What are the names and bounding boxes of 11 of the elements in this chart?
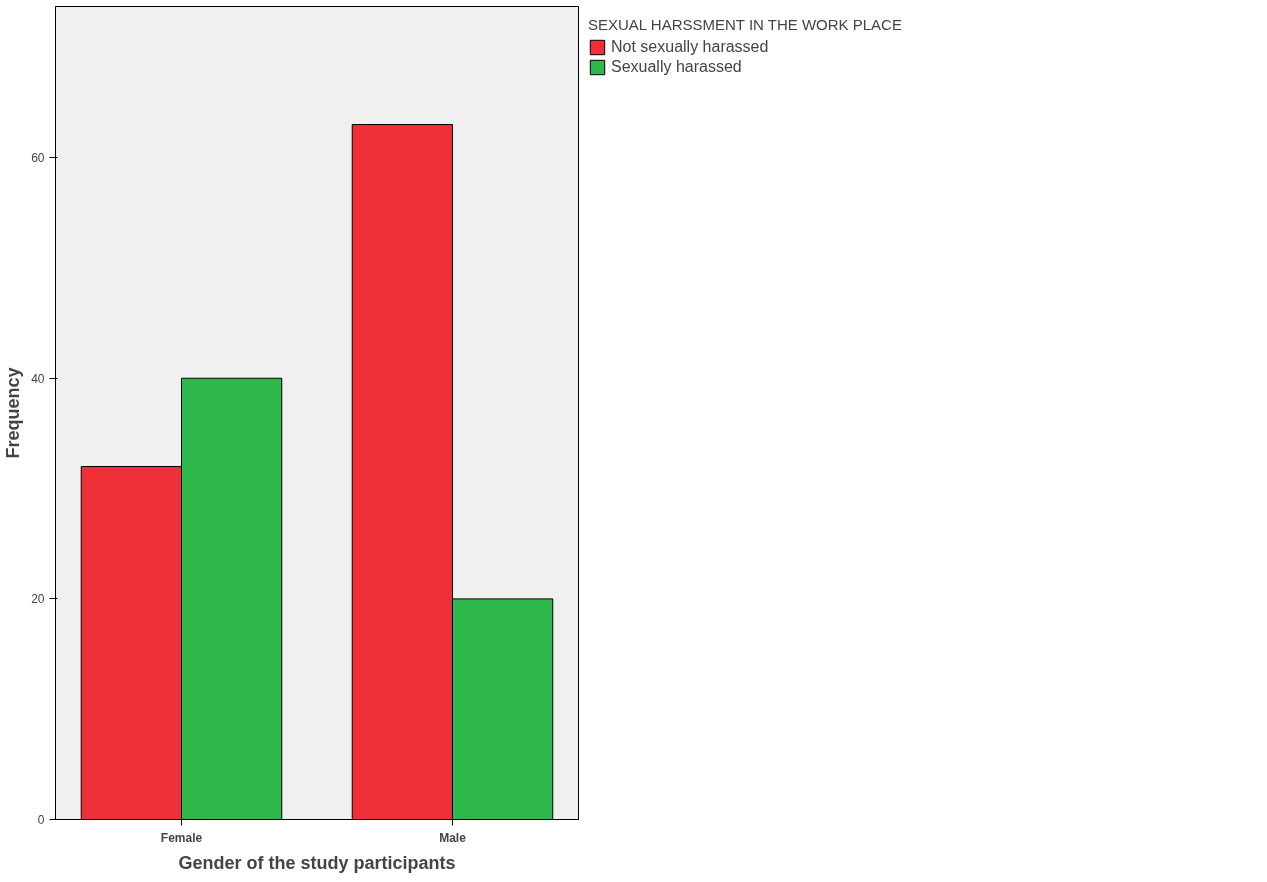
legend-label: Not sexually harassed	[611, 38, 769, 56]
y-tick-label: 60	[31, 151, 45, 166]
y-tick-label: 20	[31, 592, 45, 607]
legend-label: Sexually harassed	[611, 58, 742, 76]
y-tick-label: 0	[37, 813, 45, 827]
legend-title: SEXUAL HARSSMENT IN THE WORK PLACE	[588, 16, 902, 33]
x-tick-label: Female	[160, 830, 203, 845]
y-axis-title: Frequency	[3, 367, 24, 459]
x-tick-label: Male	[439, 830, 467, 845]
x-axis-title: Gender of the study participants	[178, 852, 456, 873]
y-tick-label: 40	[31, 371, 45, 386]
